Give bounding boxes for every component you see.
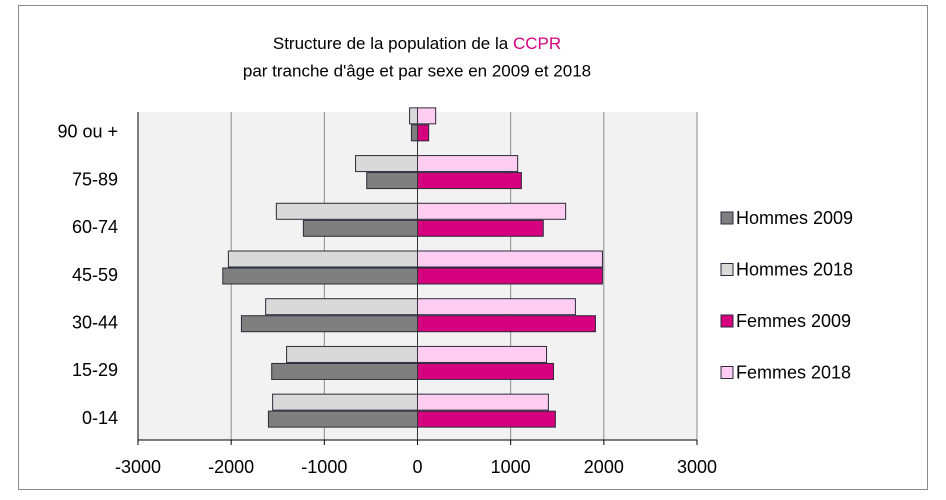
- bar: [275, 202, 419, 220]
- x-tick-label: 3000: [677, 457, 717, 477]
- y-tick-label: 30-44: [72, 312, 118, 332]
- bar: [417, 250, 603, 268]
- y-tick-label: 0-14: [82, 408, 118, 428]
- bar: [417, 219, 544, 237]
- bar: [417, 267, 603, 285]
- bar: [302, 219, 418, 237]
- legend-swatch: [720, 263, 734, 276]
- bar: [417, 362, 555, 380]
- x-tick-label: 2000: [584, 457, 624, 477]
- bar: [267, 410, 418, 428]
- y-tick-label: 45-59: [72, 265, 118, 285]
- x-tick-label: -1000: [301, 457, 347, 477]
- bar: [355, 155, 418, 173]
- title-accent: CCPR: [513, 34, 561, 53]
- legend-label: Femmes 2018: [736, 362, 851, 382]
- legend-label: Hommes 2018: [736, 259, 853, 279]
- bar: [417, 202, 567, 220]
- y-tick-label: 75-89: [72, 169, 118, 189]
- x-tick-label: -2000: [208, 457, 254, 477]
- chart-title: Structure de la population de la CCPR: [273, 34, 561, 53]
- bar: [417, 298, 576, 316]
- x-tick-label: 0: [412, 457, 422, 477]
- y-tick-label: 60-74: [72, 217, 118, 237]
- bar: [272, 393, 418, 411]
- bar: [417, 107, 437, 125]
- bar: [417, 410, 556, 428]
- bar: [417, 345, 548, 363]
- bar: [417, 155, 519, 173]
- bar: [417, 172, 522, 190]
- bar: [409, 107, 419, 125]
- legend-swatch: [720, 211, 734, 225]
- bar: [417, 393, 549, 411]
- bar: [366, 172, 418, 190]
- y-tick-label: 15-29: [72, 360, 118, 380]
- bar: [417, 124, 430, 142]
- bar: [417, 315, 596, 333]
- bar: [410, 124, 418, 142]
- legend-label: Femmes 2009: [736, 311, 851, 331]
- chart-subtitle: par tranche d'âge et par sexe en 2009 et…: [243, 61, 591, 80]
- bar: [227, 250, 418, 268]
- x-tick-label: 1000: [491, 457, 531, 477]
- bar: [265, 298, 418, 316]
- title-text: Structure de la population de la: [273, 34, 509, 53]
- bar: [271, 362, 418, 380]
- legend-label: Hommes 2009: [736, 208, 853, 228]
- bar: [240, 315, 418, 333]
- legend-swatch: [720, 366, 734, 379]
- legend-swatch: [720, 314, 734, 328]
- x-tick-label: -3000: [115, 457, 161, 477]
- bar: [286, 345, 418, 363]
- y-tick-label: 90 ou +: [57, 122, 118, 142]
- bar: [222, 267, 418, 285]
